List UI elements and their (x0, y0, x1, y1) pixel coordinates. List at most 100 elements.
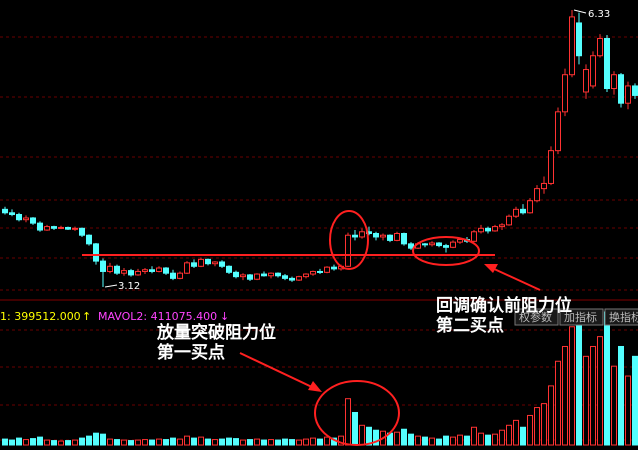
candle-body (408, 243, 414, 249)
volume-bar (443, 435, 449, 446)
candle-body (261, 273, 267, 277)
candle-body (485, 227, 491, 232)
volume-bar (583, 355, 589, 446)
candle-body (128, 270, 134, 276)
volume-bar (597, 336, 603, 446)
candle-body (492, 226, 498, 232)
volume-bar (107, 438, 113, 446)
candle-body (93, 243, 99, 262)
candle-body (268, 272, 274, 277)
volume-bar (121, 439, 127, 446)
candle-body (205, 258, 211, 265)
candle-body (555, 111, 561, 152)
candle-body (597, 37, 603, 57)
candle-body (457, 239, 463, 243)
volume-bar (93, 432, 99, 446)
volume-bar (79, 437, 85, 446)
arrow (239, 352, 315, 389)
volume-bar (254, 438, 260, 446)
candle-body (58, 226, 64, 229)
candle-body (170, 272, 176, 279)
candle-body (590, 55, 596, 87)
volume-bar (520, 426, 526, 446)
candle-body (191, 262, 197, 267)
toolbar-button[interactable] (514, 308, 559, 326)
volume-bar (317, 438, 323, 446)
volume-bar (415, 435, 421, 446)
volume-bar (65, 440, 71, 446)
candle-body (331, 266, 337, 270)
volume-bar (450, 436, 456, 446)
volume-bar (422, 436, 428, 446)
volume-bar (310, 437, 316, 446)
toolbar-button-label[interactable]: 权参数 (519, 310, 552, 324)
volume-bar (16, 437, 22, 446)
candle-body (478, 227, 484, 233)
candle-body (79, 227, 85, 236)
volume-bar (408, 433, 414, 446)
candle-body (156, 267, 162, 272)
volume-bar (128, 440, 134, 446)
candle-body (611, 74, 617, 90)
volume-bar (184, 435, 190, 446)
volume-bar (359, 424, 365, 446)
candle-body (177, 272, 183, 279)
candle-body (240, 274, 246, 278)
volume-bar (149, 439, 155, 446)
candle-body (121, 270, 127, 274)
volume-bar (296, 439, 302, 446)
candle-body (373, 232, 379, 238)
volume-bar (198, 436, 204, 446)
candle-body (436, 242, 442, 247)
candle-body (471, 231, 477, 242)
candle-body (135, 270, 141, 276)
candle-body (65, 226, 71, 230)
high-price-label: 6.33 (588, 9, 610, 20)
toolbar-button[interactable] (604, 308, 638, 326)
volume-bar (534, 407, 540, 446)
candle-body (219, 261, 225, 267)
candle-body (198, 258, 204, 267)
volume-bar (548, 385, 554, 446)
candle-body (149, 269, 155, 272)
candle-body (226, 265, 232, 273)
volume-bar (485, 434, 491, 446)
volume-bar (478, 432, 484, 446)
candle-body (100, 260, 106, 272)
volume-bar (394, 431, 400, 446)
volume-bar (233, 438, 239, 446)
candles (2, 10, 638, 287)
highlight-ellipse (412, 236, 480, 266)
candle-body (324, 266, 330, 273)
volume-bar (275, 439, 281, 446)
toolbar-button-label[interactable]: 换指标 (609, 310, 638, 324)
volume-bar (2, 438, 8, 446)
toolbar-button[interactable] (559, 308, 604, 326)
candle-body (541, 182, 547, 190)
candle-body (212, 261, 218, 265)
candle-body (51, 226, 57, 229)
candle-body (429, 242, 435, 246)
candle-body (618, 74, 624, 104)
highlight-ellipse (314, 380, 400, 446)
candle-body (72, 227, 78, 230)
volume-bar (72, 439, 78, 446)
volume-bar (100, 433, 106, 446)
candle-body (352, 234, 358, 238)
volume-bar (289, 439, 295, 446)
volume-bar (562, 345, 568, 446)
toolbar-button-label[interactable]: 加指标 (564, 310, 597, 324)
volume-bar (135, 439, 141, 446)
volume-bar (86, 435, 92, 446)
highlight-ellipse (329, 210, 369, 270)
candle-body (401, 232, 407, 245)
volume-bar (611, 365, 617, 446)
candle-body (520, 208, 526, 214)
candle-body (23, 217, 29, 221)
volume-bar (23, 439, 29, 446)
candle-body (310, 270, 316, 275)
volume-bar (471, 426, 477, 446)
candle-body (380, 234, 386, 238)
volume-bar (170, 437, 176, 446)
volume-bar (58, 440, 64, 446)
